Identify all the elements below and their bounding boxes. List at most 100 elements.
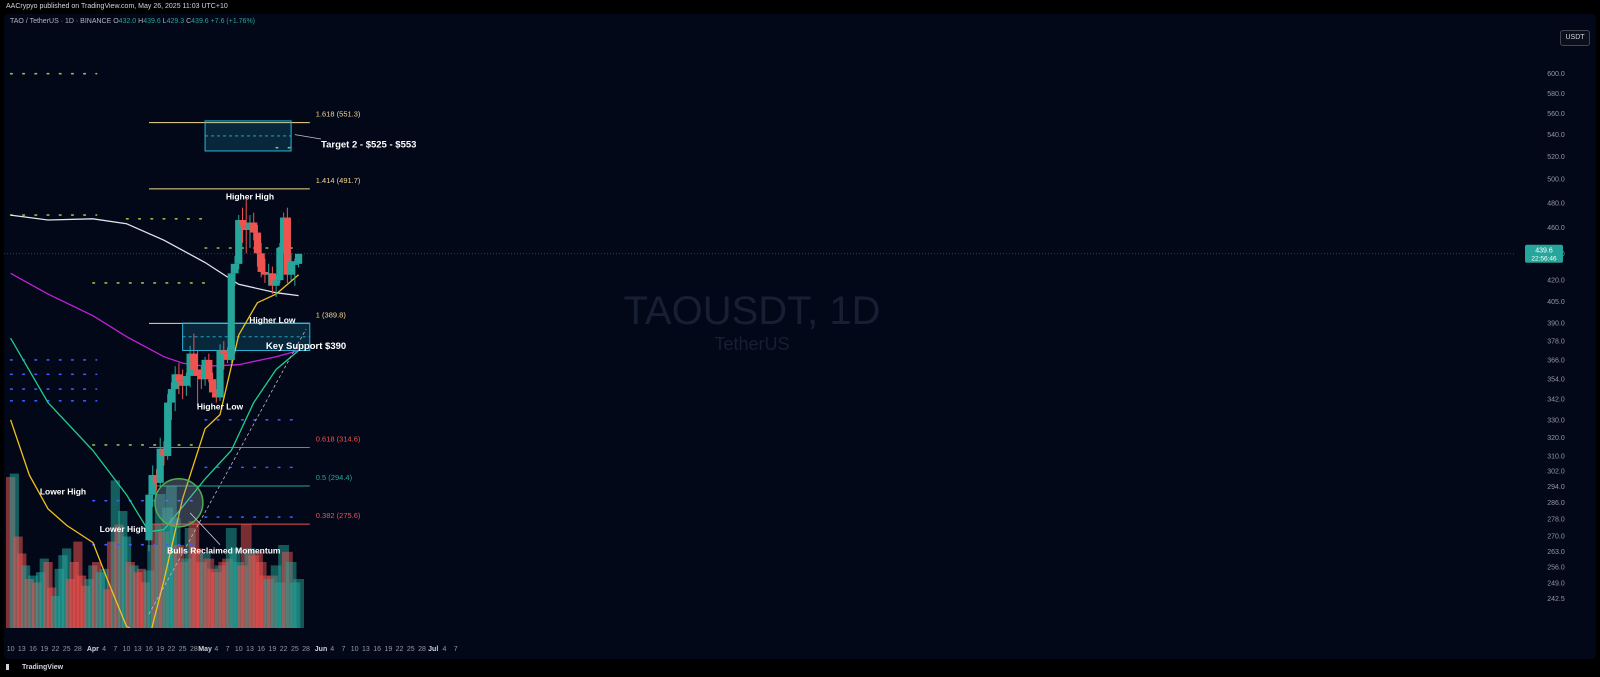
chart-frame[interactable]: TAO / TetherUS · 1D · BINANCE O432.0 H43…: [4, 14, 1596, 659]
time-tick-label: 4: [102, 646, 106, 653]
annotation-label: Bulls Reclaimed Momentum: [167, 545, 281, 555]
candle-body: [201, 359, 209, 380]
price-tick-label: 310.0: [1547, 454, 1565, 461]
price-tick-label: 520.0: [1547, 154, 1565, 161]
price-tick-label: 320.0: [1547, 435, 1565, 442]
ohlc-high-label: H: [138, 18, 144, 25]
time-tick-label: Jul: [428, 646, 438, 653]
candle-body: [145, 494, 153, 541]
time-tick-label: 19: [384, 646, 392, 653]
candle-body: [152, 475, 161, 483]
candle-body: [261, 271, 269, 275]
tradingview-logo[interactable]: TradingView: [6, 664, 63, 671]
price-tick-label: 480.0: [1547, 200, 1565, 207]
price-tick-label: 263.0: [1547, 549, 1565, 556]
time-tick-label: 7: [226, 646, 230, 653]
dashed-trendline: [148, 328, 307, 615]
volume-layer: [6, 473, 304, 630]
price-tick-label: 390.0: [1547, 321, 1565, 328]
fib-label: 1.414 (491.7): [316, 176, 361, 185]
candle-body: [291, 263, 299, 265]
annotation-label: Higher High: [226, 191, 274, 201]
price-tick-label: 249.0: [1547, 580, 1565, 587]
candle-body: [171, 374, 179, 390]
bottom-bar: TradingView: [0, 659, 1600, 677]
volume-bar: [293, 579, 304, 630]
time-tick-label: 25: [179, 646, 187, 653]
price-tick-label: 405.0: [1547, 299, 1565, 306]
candle-body: [205, 359, 213, 380]
target-arrow: [294, 134, 322, 140]
ohlc-low-label: L: [162, 18, 167, 25]
annotation-label: Target 2 - $525 - $553: [321, 140, 416, 151]
time-tick-label: 13: [362, 646, 370, 653]
fib-label: 0.618 (314.6): [316, 435, 361, 444]
moving-average-line: [9, 274, 300, 641]
time-tick-label: 16: [145, 646, 153, 653]
candle-body: [208, 379, 217, 393]
momentum-circle: [154, 477, 204, 528]
candle-body: [167, 389, 176, 403]
last-price-value: 439.6: [1535, 247, 1553, 254]
price-tick-label: 560.0: [1547, 111, 1565, 118]
time-tick-label: 10: [351, 646, 359, 653]
time-tick-label: 7: [113, 646, 117, 653]
last-price-badge: [1525, 244, 1563, 263]
dotted-level-layer: [9, 72, 300, 546]
time-tick-label: 22: [396, 646, 404, 653]
candle-body: [149, 475, 157, 495]
time-tick-label: 22: [280, 646, 288, 653]
moving-average-line: [10, 272, 299, 367]
candle-body: [156, 448, 164, 483]
ohlc-change: +7.6 (+1.76%): [210, 18, 256, 25]
time-tick-label: 4: [214, 646, 218, 653]
time-tick-label: 22: [168, 646, 176, 653]
price-axis-bg: [1516, 14, 1596, 659]
ohlc-open-label: O: [113, 18, 119, 25]
candle-body: [227, 273, 235, 360]
candle-body: [294, 253, 303, 264]
price-tick-label: 242.5: [1547, 596, 1565, 603]
zone-layer: [182, 120, 311, 351]
candle-body: [287, 261, 295, 275]
annotation-layer: Target 2 - $525 - $553 Higher High Higher …: [40, 134, 416, 555]
price-tick-label: 354.0: [1547, 377, 1565, 384]
momentum-arrow: [189, 512, 221, 545]
time-tick-label: 10: [7, 646, 15, 653]
candle-body: [186, 353, 194, 376]
annotation-label: Higher Low: [197, 401, 244, 411]
watermark-layer: TAOUSDT, 1D TetherUS: [623, 289, 880, 354]
time-tick-label: 25: [291, 646, 299, 653]
time-tick-label: 19: [40, 646, 48, 653]
time-tick-label: 28: [418, 646, 426, 653]
time-tick-label: 13: [134, 646, 142, 653]
candle-body: [250, 222, 258, 233]
watermark-symbol: TAOUSDT, 1D: [623, 289, 880, 333]
candle-body: [268, 273, 276, 286]
time-tick-label: 10: [123, 646, 131, 653]
time-tick-label: 7: [454, 646, 458, 653]
ohlc-high: 439.6: [143, 18, 161, 25]
price-tick-label: 540.0: [1547, 132, 1565, 139]
time-tick-label: 19: [156, 646, 164, 653]
fib-label: 1 (389.8): [316, 310, 347, 319]
time-tick-label: Apr: [87, 646, 99, 653]
currency-badge[interactable]: USDT: [1560, 30, 1590, 46]
candle-body: [216, 350, 224, 398]
price-tick-label: 286.0: [1547, 500, 1565, 507]
candle-body: [197, 375, 205, 380]
ohlc-close: 439.6: [191, 18, 209, 25]
price-chart[interactable]: TAOUSDT, 1D TetherUS 1.618 (551.3) 1.414 …: [4, 14, 1596, 659]
symbol-line[interactable]: TAO / TetherUS · 1D · BINANCE: [10, 18, 112, 25]
candle-body: [253, 232, 262, 254]
time-tick-label: 13: [18, 646, 26, 653]
price-tick-label: 330.0: [1547, 417, 1565, 424]
watermark-name: TetherUS: [714, 334, 789, 354]
time-tick-label: 4: [330, 646, 334, 653]
fib-label: 0.382 (275.6): [316, 511, 361, 520]
candle-body: [212, 392, 220, 398]
price-axis: 242.5 249.0 256.0 263.0 270.0 278.0 286.0 294.0…: [1516, 14, 1596, 659]
price-tick-label: 342.0: [1547, 397, 1565, 404]
time-tick-label: May: [198, 646, 212, 653]
price-tick-label: 378.0: [1547, 339, 1565, 346]
